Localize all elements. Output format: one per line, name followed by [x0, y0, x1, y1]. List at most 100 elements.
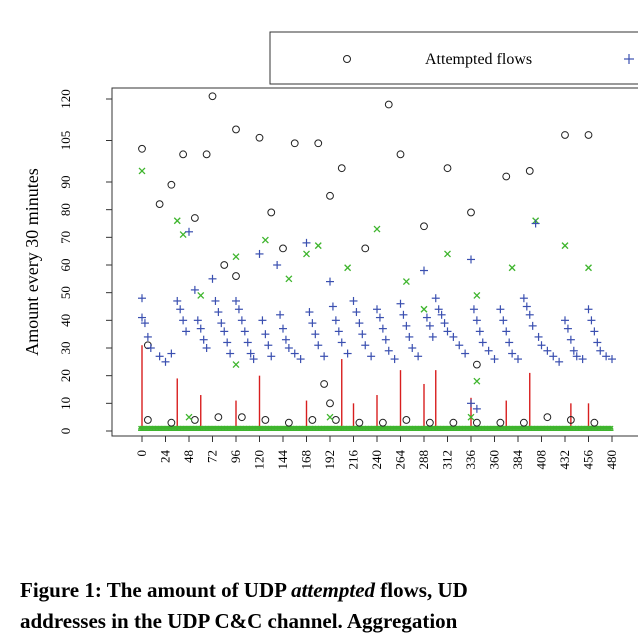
- cross-b: [467, 413, 475, 421]
- y-tick-label: 0: [58, 428, 73, 435]
- plus-point: [502, 327, 511, 336]
- cross-point: [138, 167, 146, 175]
- caption-line-2: addresses in the UDP C&C channel. Aggreg…: [20, 609, 458, 633]
- circle-point: [590, 418, 599, 427]
- cross-point: [402, 278, 410, 286]
- cross-b: [179, 231, 187, 239]
- circle-point: [308, 416, 317, 424]
- plus-point: [469, 305, 478, 314]
- circle-point: [396, 150, 405, 159]
- plus-point: [437, 310, 446, 319]
- circle-point: [237, 413, 246, 422]
- circle-point: [326, 399, 334, 408]
- chart-figure: Attempted flows Amount every 30 minutes …: [22, 31, 638, 470]
- circle-point: [167, 180, 176, 189]
- circle-point: [267, 208, 276, 217]
- x-tick-label: 408: [534, 450, 549, 470]
- plus-point: [255, 249, 264, 258]
- y-tick-label: 60: [58, 259, 73, 272]
- x-tick-label: 432: [557, 450, 572, 470]
- plus-point: [425, 321, 434, 330]
- plus-point: [449, 332, 458, 341]
- x-tick-label: 96: [228, 450, 243, 464]
- y-tick-label: 105: [58, 131, 73, 151]
- plus-point: [214, 308, 223, 317]
- y-tick-label: 10: [58, 397, 73, 410]
- plus-point: [499, 316, 508, 325]
- cross-b: [173, 217, 181, 225]
- circle-point: [261, 416, 270, 424]
- plus-point: [358, 330, 367, 339]
- y-tick-label: 40: [58, 314, 73, 327]
- plus-point: [381, 335, 390, 344]
- plus-point: [138, 294, 146, 303]
- cross-b: [232, 361, 240, 369]
- plus-point: [361, 341, 370, 350]
- circle-point: [502, 172, 511, 181]
- circle-point: [543, 413, 552, 422]
- plus-point: [472, 316, 481, 325]
- circle-point: [584, 131, 593, 139]
- legend-plus-marker: [624, 54, 634, 64]
- plus-point: [420, 266, 428, 275]
- cross-point: [444, 250, 451, 258]
- circle-point: [279, 244, 287, 253]
- cross-b: [138, 167, 146, 175]
- plus-point: [138, 313, 146, 322]
- plus-point: [431, 294, 440, 303]
- plus-point: [182, 327, 191, 336]
- plus-point: [422, 313, 431, 322]
- plus-point: [467, 255, 475, 264]
- plus-point: [161, 357, 170, 366]
- cross-point: [373, 225, 381, 233]
- plus-point: [525, 310, 534, 319]
- y-tick-label: 50: [58, 286, 73, 299]
- circle-point: [326, 191, 334, 200]
- cross-b: [303, 250, 310, 258]
- plus-point: [290, 349, 299, 358]
- circle-point: [402, 416, 411, 424]
- plus-point: [455, 341, 464, 350]
- plus-point: [249, 355, 258, 364]
- plus-point: [434, 305, 443, 314]
- cross-b: [420, 305, 428, 313]
- cross-point: [232, 253, 240, 261]
- plus-point: [185, 227, 193, 236]
- cross-b: [561, 242, 569, 250]
- plus-point: [320, 352, 329, 361]
- x-tick-label: 336: [463, 450, 478, 470]
- plus-point: [569, 346, 578, 355]
- cross-b: [326, 413, 334, 421]
- plus-point: [399, 310, 408, 319]
- plus-point: [563, 324, 572, 333]
- caption-line-1-start: Figure 1: The amount of UDP: [20, 578, 292, 602]
- cross-point: [185, 413, 193, 421]
- circle-point: [255, 133, 264, 142]
- plus-point: [602, 352, 611, 361]
- circle-point: [443, 164, 452, 173]
- circle-point: [519, 418, 528, 427]
- plus-point: [402, 321, 411, 330]
- cross-point: [561, 242, 569, 250]
- y-axis-label: Amount every 30 minutes: [22, 168, 42, 355]
- cross-b: [185, 413, 193, 421]
- x-tick-label: 480: [604, 450, 619, 470]
- plus-point: [537, 341, 546, 350]
- circle-point: [337, 164, 346, 173]
- plus-point: [475, 327, 484, 336]
- circle-point: [561, 131, 569, 139]
- x-tick-label: 0: [134, 450, 149, 457]
- plus-point: [234, 305, 243, 314]
- circle-point: [290, 139, 299, 148]
- x-tick-label: 312: [440, 450, 455, 470]
- circle-point: [496, 418, 505, 427]
- plus-point: [343, 349, 352, 358]
- circle-point: [220, 261, 229, 269]
- cross-b: [444, 250, 451, 258]
- plus-point: [190, 285, 199, 294]
- plus-point: [264, 341, 273, 350]
- plus-point: [331, 316, 340, 325]
- circle-point: [155, 200, 164, 209]
- circle-point: [566, 416, 575, 424]
- plus-point: [211, 296, 220, 305]
